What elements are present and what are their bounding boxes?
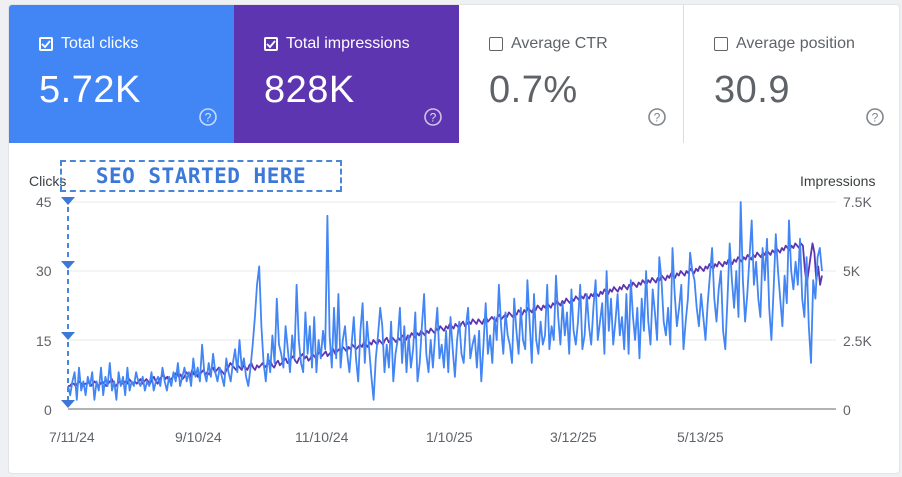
x-tick-label: 7/11/24: [49, 429, 95, 445]
seo-annotation-label: SEO STARTED HERE: [60, 160, 342, 192]
svg-text:?: ?: [205, 111, 212, 125]
help-icon[interactable]: ?: [865, 107, 885, 127]
x-tick-label: 9/10/24: [175, 429, 222, 445]
y2-tick-label: 7.5K: [843, 194, 872, 210]
average-position-label: Average position: [736, 35, 855, 52]
y-tick-label: 15: [36, 333, 52, 349]
average-ctr-value: 0.7%: [489, 69, 578, 111]
y-tick-label: 0: [44, 402, 52, 418]
checkbox-unchecked-icon[interactable]: [489, 37, 503, 51]
impressions-series-line: [68, 242, 823, 387]
total-clicks-label: Total clicks: [61, 35, 139, 52]
average-ctr-card[interactable]: Average CTR 0.7% ?: [459, 5, 684, 143]
annotation-marker-icon: [61, 197, 75, 205]
total-impressions-card[interactable]: Total impressions 828K ?: [234, 5, 459, 143]
average-position-value: 30.9: [714, 69, 790, 111]
annotation-marker-icon: [61, 400, 75, 408]
average-ctr-label: Average CTR: [511, 35, 608, 52]
metric-cards: Total clicks 5.72K ? Total impressions 8…: [9, 5, 899, 143]
annotation-markers: [61, 197, 75, 408]
svg-text:?: ?: [430, 111, 437, 125]
checkbox-checked-icon[interactable]: [264, 37, 278, 51]
svg-text:?: ?: [654, 111, 661, 125]
total-impressions-label: Total impressions: [286, 35, 410, 52]
left-axis-title: Clicks: [29, 173, 67, 189]
total-clicks-value: 5.72K: [39, 69, 141, 111]
annotation-marker-icon: [61, 332, 75, 340]
y2-tick-label: 2.5K: [843, 333, 872, 349]
x-tick-label: 5/13/25: [677, 429, 724, 445]
annotation-marker-icon: [61, 261, 75, 269]
right-axis-title: Impressions: [800, 173, 876, 189]
help-icon[interactable]: ?: [647, 107, 667, 127]
y2-tick-label: 5K: [843, 263, 861, 279]
help-icon[interactable]: ?: [423, 107, 443, 127]
checkbox-checked-icon[interactable]: [39, 37, 53, 51]
y2-tick-label: 0: [843, 402, 851, 418]
average-position-card[interactable]: Average position 30.9 ?: [684, 5, 899, 143]
svg-text:?: ?: [872, 111, 879, 125]
checkbox-unchecked-icon[interactable]: [714, 37, 728, 51]
total-impressions-value: 828K: [264, 69, 355, 111]
help-icon[interactable]: ?: [198, 107, 218, 127]
total-clicks-card[interactable]: Total clicks 5.72K ?: [9, 5, 234, 143]
x-tick-label: 1/10/25: [426, 429, 473, 445]
y-tick-label: 45: [36, 194, 52, 210]
y-tick-label: 30: [36, 263, 52, 279]
x-tick-label: 11/10/24: [295, 429, 349, 445]
clicks-series-line: [67, 201, 823, 401]
x-tick-label: 3/12/25: [550, 429, 597, 445]
